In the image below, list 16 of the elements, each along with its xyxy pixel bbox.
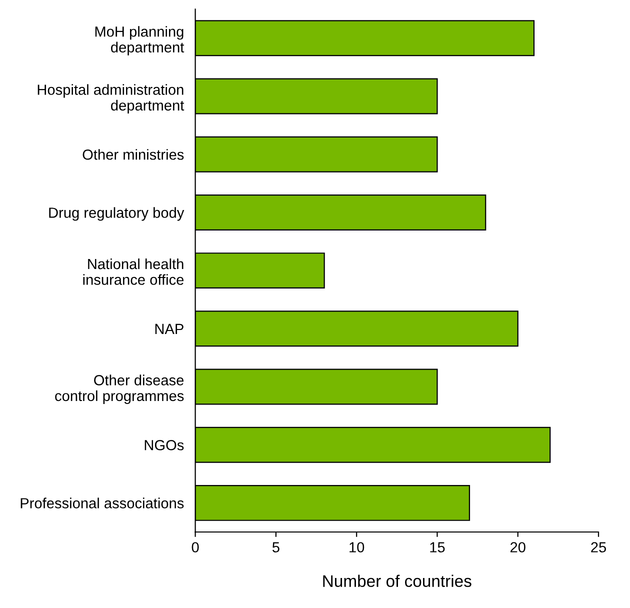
y-tick-label: Other ministries <box>82 149 184 160</box>
y-tick-label: MoH planning department <box>95 26 184 56</box>
y-tick-label: NAP <box>155 324 184 334</box>
y-tick-label: Other disease control programmes <box>55 374 184 404</box>
y-tick-label: Hospital administration department <box>38 84 184 114</box>
x-axis-title: Number of countries <box>323 574 472 588</box>
x-tick-label: 5 <box>272 542 280 552</box>
x-tick-label: 0 <box>192 542 199 552</box>
x-tick-label: 20 <box>510 542 526 552</box>
x-tick-label: 25 <box>591 542 606 552</box>
y-tick-label: Professional associations <box>20 498 184 508</box>
y-tick-label: National health insurance office <box>83 258 184 285</box>
y-tick-label: NGOs <box>144 440 184 450</box>
x-tick-label: 10 <box>350 542 364 552</box>
x-tick-label: 15 <box>430 542 445 552</box>
y-tick-label: Drug regulatory body <box>49 207 184 221</box>
